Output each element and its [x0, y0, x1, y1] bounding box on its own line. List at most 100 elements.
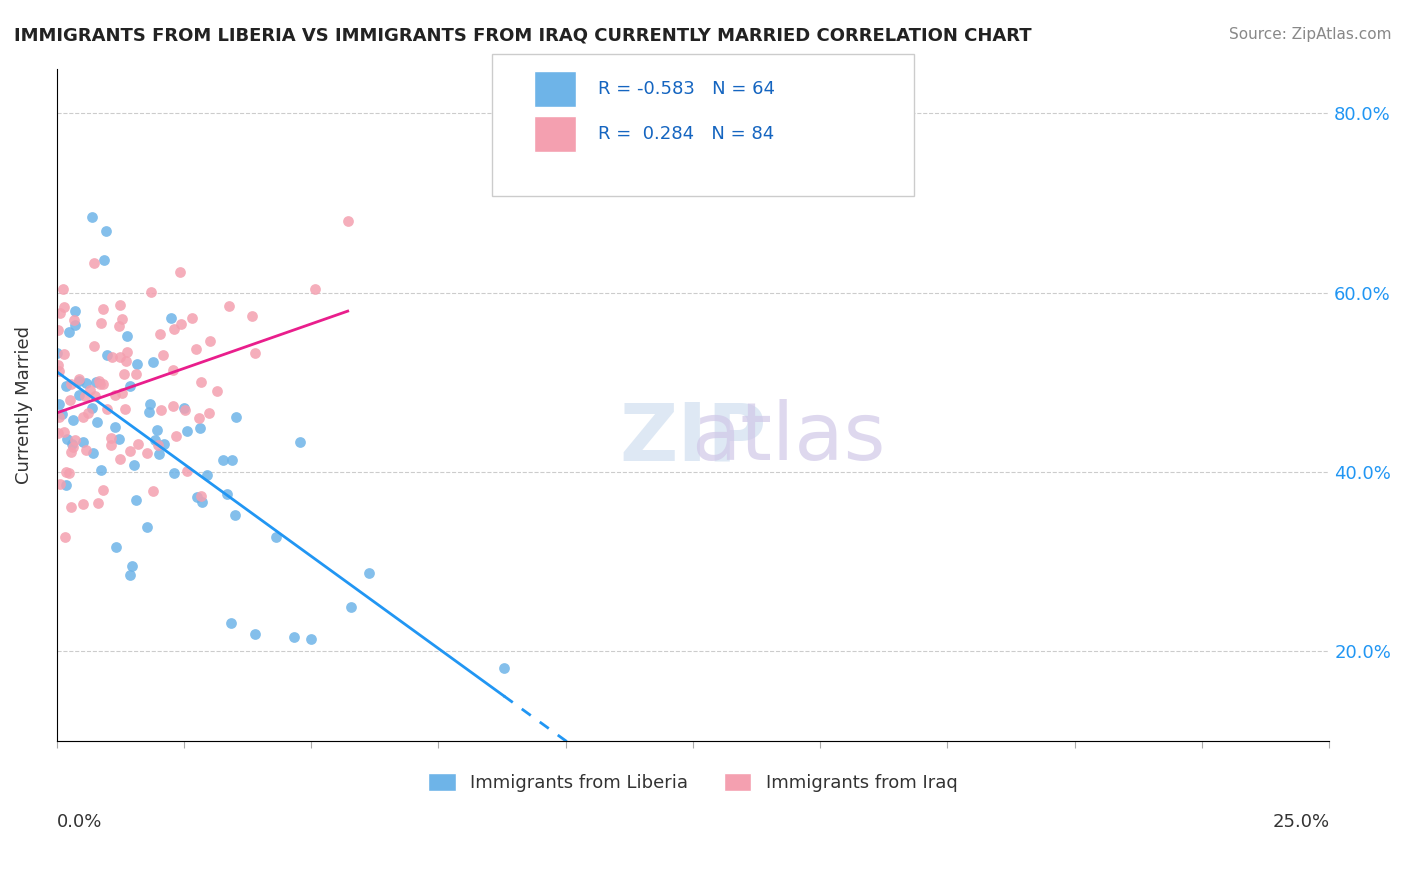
Point	[52, 425, 75, 439]
Point	[49, 477, 72, 491]
Point	[225, 410, 247, 425]
Point	[124, 367, 146, 381]
Point	[94, 223, 117, 237]
Point	[357, 566, 380, 580]
Point	[142, 355, 165, 369]
Point	[149, 402, 172, 417]
Point	[176, 425, 198, 439]
Legend: Immigrants from Liberia, Immigrants from Iraq: Immigrants from Liberia, Immigrants from…	[422, 765, 965, 799]
Point	[59, 500, 82, 514]
Point	[205, 384, 228, 399]
Point	[55, 433, 77, 447]
Point	[165, 429, 187, 443]
Y-axis label: Currently Married: Currently Married	[15, 326, 32, 483]
Point	[219, 616, 242, 631]
Point	[121, 559, 143, 574]
Point	[58, 325, 80, 339]
Point	[87, 496, 110, 510]
Point	[96, 401, 118, 416]
Point	[110, 312, 132, 326]
Point	[104, 540, 127, 554]
Point	[492, 661, 515, 675]
Point	[162, 400, 184, 414]
Point	[184, 342, 207, 356]
Point	[108, 350, 131, 364]
Text: ZIP: ZIP	[619, 400, 766, 477]
Point	[304, 282, 326, 296]
Point	[55, 478, 77, 492]
Point	[127, 357, 149, 371]
Point	[190, 489, 212, 503]
Point	[108, 298, 131, 312]
Point	[58, 466, 80, 480]
Point	[114, 401, 136, 416]
Point	[240, 309, 263, 323]
Point	[93, 252, 115, 267]
Point	[96, 348, 118, 362]
Point	[143, 433, 166, 447]
Point	[82, 446, 104, 460]
Point	[62, 413, 84, 427]
Point	[139, 285, 162, 299]
Point	[55, 379, 77, 393]
Point	[60, 445, 83, 459]
Point	[152, 437, 174, 451]
Point	[46, 323, 69, 337]
Point	[77, 406, 100, 420]
Point	[159, 310, 181, 325]
Point	[104, 388, 127, 402]
Point	[149, 326, 172, 341]
Point	[89, 377, 111, 392]
Point	[55, 466, 77, 480]
Point	[152, 348, 174, 362]
Text: R = -0.583   N = 64: R = -0.583 N = 64	[598, 80, 775, 98]
Point	[51, 407, 73, 421]
Point	[62, 440, 84, 454]
Point	[72, 497, 94, 511]
Point	[136, 520, 159, 534]
Point	[67, 374, 90, 388]
Point	[48, 364, 70, 378]
Point	[118, 568, 141, 582]
Point	[163, 322, 186, 336]
Point	[176, 464, 198, 478]
Point	[339, 599, 361, 614]
Point	[115, 354, 138, 368]
Point	[190, 376, 212, 390]
Text: 0.0%: 0.0%	[56, 813, 103, 830]
Point	[67, 388, 90, 402]
Point	[107, 432, 129, 446]
Point	[59, 392, 82, 407]
Point	[198, 334, 221, 348]
Point	[195, 467, 218, 482]
Point	[100, 431, 122, 445]
Point	[48, 306, 70, 320]
Point	[60, 377, 83, 392]
Point	[108, 319, 131, 334]
Point	[111, 386, 134, 401]
Point	[221, 453, 243, 467]
Point	[63, 318, 86, 333]
Point	[73, 389, 96, 403]
Point	[169, 265, 191, 279]
Point	[173, 401, 195, 415]
Text: IMMIGRANTS FROM LIBERIA VS IMMIGRANTS FROM IRAQ CURRENTLY MARRIED CORRELATION CH: IMMIGRANTS FROM LIBERIA VS IMMIGRANTS FR…	[14, 27, 1032, 45]
Point	[138, 405, 160, 419]
Text: atlas: atlas	[692, 400, 886, 477]
Point	[53, 300, 76, 314]
Point	[112, 368, 135, 382]
Point	[46, 425, 69, 440]
Point	[118, 443, 141, 458]
Point	[217, 487, 239, 501]
Point	[290, 434, 312, 449]
Point	[127, 437, 149, 451]
Point	[162, 362, 184, 376]
Point	[46, 358, 69, 372]
Point	[118, 379, 141, 393]
Point	[67, 372, 90, 386]
Point	[53, 530, 76, 544]
Point	[83, 339, 105, 353]
Point	[48, 409, 70, 424]
Point	[100, 437, 122, 451]
Point	[72, 410, 94, 425]
